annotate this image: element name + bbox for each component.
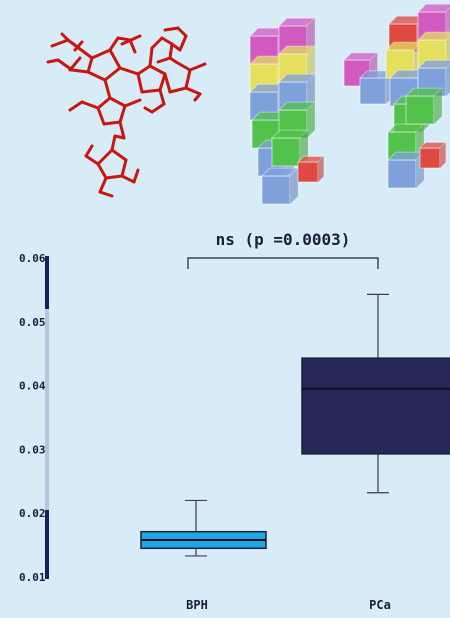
molecule-bond bbox=[96, 96, 112, 110]
molecule-bond bbox=[80, 100, 100, 110]
y-tick-label: 0.06 bbox=[19, 252, 46, 265]
molecule-bond bbox=[143, 106, 154, 114]
molecule-bond bbox=[96, 162, 108, 180]
molecule-bond bbox=[73, 40, 84, 52]
molecule-bond bbox=[46, 58, 60, 64]
molecule-bond bbox=[66, 38, 94, 60]
molecule-bond bbox=[68, 56, 82, 72]
molecule-bond bbox=[148, 46, 154, 68]
x-category-label: PCa bbox=[369, 598, 391, 612]
molecule-bond bbox=[108, 36, 120, 52]
molecule-bond bbox=[158, 88, 166, 106]
significance-label: ns (p =0.0003) bbox=[216, 230, 351, 249]
molecule-bond bbox=[113, 134, 126, 140]
molecule-bond bbox=[170, 42, 182, 52]
molecule-bond bbox=[104, 174, 124, 180]
molecule-bond bbox=[163, 72, 172, 94]
molecule-bond bbox=[156, 56, 172, 64]
molecule-bond bbox=[150, 36, 164, 50]
y-tick-label: 0.04 bbox=[19, 380, 46, 393]
molecule-bond bbox=[120, 158, 128, 178]
molecule-bond bbox=[136, 72, 144, 94]
molecule-bond bbox=[96, 148, 114, 166]
box-plot: 0.06 0.05 0.04 0.03 0.02 0.01 BPH PCa ns (p =0… bbox=[19, 230, 450, 612]
molecule-bond bbox=[110, 148, 128, 162]
y-tick-label: 0.01 bbox=[19, 571, 46, 584]
molecule-bond bbox=[158, 72, 167, 92]
molecule-bond bbox=[168, 42, 174, 60]
molecule-bond bbox=[70, 68, 90, 74]
molecule-bond bbox=[68, 100, 84, 112]
glycan-block bbox=[418, 141, 447, 169]
x-category-labels: BPH PCa bbox=[186, 598, 391, 612]
molecule-bond bbox=[123, 98, 142, 108]
molecule-bond bbox=[108, 96, 127, 108]
molecule-bond bbox=[193, 92, 202, 102]
molecule-bond bbox=[188, 62, 207, 72]
molecule-bond bbox=[174, 60, 192, 72]
box-iqr bbox=[301, 357, 450, 455]
molecule-bond bbox=[98, 176, 108, 194]
box-pca bbox=[301, 293, 450, 494]
molecule-bond bbox=[103, 66, 122, 82]
glycan-block bbox=[404, 87, 444, 125]
molecule-bond bbox=[102, 120, 122, 126]
molecule-bond bbox=[50, 38, 70, 48]
molecule-bond bbox=[120, 174, 136, 184]
y-tick-label: 0.05 bbox=[19, 316, 46, 329]
glycan-block bbox=[386, 151, 426, 189]
molecule-bond bbox=[103, 78, 112, 100]
molecule-bond bbox=[128, 38, 137, 54]
molecule-bond bbox=[163, 26, 180, 32]
molecule-bond bbox=[140, 88, 162, 94]
glycan-block bbox=[260, 167, 300, 205]
molecule-bond bbox=[84, 144, 94, 158]
molecule-bond bbox=[84, 154, 100, 166]
molecule-bond bbox=[150, 102, 166, 114]
molecule-bond bbox=[108, 48, 122, 70]
molecule-bond bbox=[178, 34, 188, 52]
x-category-label: BPH bbox=[186, 598, 208, 612]
molecule-bond bbox=[168, 86, 188, 94]
y-tick-labels: 0.06 0.05 0.04 0.03 0.02 0.01 bbox=[19, 252, 46, 584]
molecule-bond bbox=[168, 56, 178, 64]
molecule-bond bbox=[86, 56, 94, 74]
glycan-blocks-left-illustration bbox=[248, 17, 325, 205]
molecule-bond bbox=[98, 190, 114, 198]
molecule-bond bbox=[184, 86, 202, 96]
significance-bracket: ns (p =0.0003) bbox=[187, 230, 379, 269]
molecule-bond bbox=[160, 36, 174, 46]
molecule-bond bbox=[86, 70, 107, 82]
molecule-bond bbox=[148, 64, 167, 76]
molecule-bond bbox=[118, 66, 140, 76]
molecule-bond bbox=[116, 36, 132, 42]
box-bph bbox=[140, 499, 267, 557]
molecule-bond bbox=[176, 26, 188, 38]
molecule-bond bbox=[118, 120, 126, 140]
molecule-bond bbox=[120, 34, 142, 46]
molecule-bond bbox=[184, 68, 192, 90]
y-tick-label: 0.03 bbox=[19, 443, 46, 456]
significance-bracket-line bbox=[187, 257, 379, 269]
molecule-bond bbox=[110, 134, 117, 152]
molecule-bond bbox=[96, 106, 106, 126]
molecule-structure-illustration bbox=[46, 26, 207, 198]
box-series bbox=[140, 293, 450, 557]
molecule-bond bbox=[118, 104, 127, 124]
molecule-bond bbox=[136, 64, 152, 76]
molecule-bond bbox=[90, 48, 112, 60]
glycan-blocks-right-illustration bbox=[342, 3, 450, 189]
y-tick-label: 0.02 bbox=[19, 507, 46, 520]
molecule-bond bbox=[132, 168, 140, 184]
glycan-block bbox=[277, 45, 317, 83]
glycan-block bbox=[296, 155, 325, 183]
